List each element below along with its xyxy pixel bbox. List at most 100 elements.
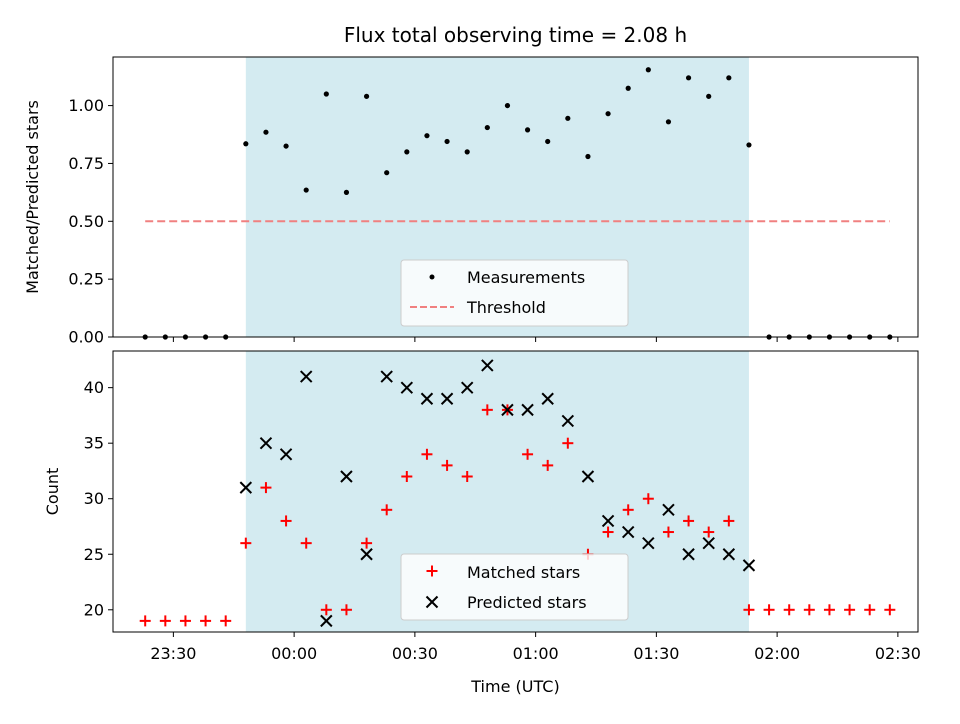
predicted-star-point xyxy=(279,448,293,461)
top-y-ticks: 0.00 0.25 0.50 0.75 1.00 xyxy=(68,96,113,347)
predicted-star-point xyxy=(440,392,454,405)
predicted-star-point xyxy=(561,414,575,428)
measurement-point xyxy=(585,153,591,160)
predicted-star-point xyxy=(360,548,373,561)
measurement-point xyxy=(444,138,450,145)
matched-star-point xyxy=(662,526,674,538)
legend-predicted-marker xyxy=(425,595,439,609)
predicted-star-point xyxy=(521,403,534,417)
legend-measurements-label: Measurements xyxy=(467,268,585,287)
matched-star-point xyxy=(200,615,212,627)
predicted-star-point xyxy=(299,370,313,383)
bottom-legend: Matched stars Predicted stars xyxy=(400,553,629,621)
matched-star-point xyxy=(340,604,352,616)
matched-star-point xyxy=(139,615,151,627)
matched-star-point xyxy=(461,471,473,483)
top-y-tick-label: 0.50 xyxy=(68,212,104,231)
measurement-point xyxy=(283,143,289,149)
matched-star-point xyxy=(562,437,574,449)
predicted-star-point xyxy=(742,559,756,572)
matched-star-point xyxy=(642,493,654,505)
matched-star-point xyxy=(300,537,312,549)
measurement-point xyxy=(504,102,511,109)
x-tick-label: 01:00 xyxy=(513,644,559,663)
measurement-point xyxy=(424,133,430,139)
measurement-point xyxy=(484,124,490,131)
predicted-star-point xyxy=(682,548,695,561)
matched-star-point xyxy=(683,515,695,527)
predicted-star-point xyxy=(239,481,253,494)
x-tick-label: 01:30 xyxy=(633,644,679,663)
legend-measurements-marker xyxy=(429,274,435,280)
predicted-star-point xyxy=(581,470,595,483)
matched-star-point xyxy=(401,471,413,483)
x-tick-label: 02:30 xyxy=(875,644,921,663)
matched-star-point xyxy=(703,526,715,538)
bottom-y-tick-label: 25 xyxy=(84,545,104,564)
legend-matched-plus xyxy=(426,565,438,577)
matched-star-point xyxy=(622,504,634,516)
bottom-y-axis-label: Count xyxy=(43,468,62,516)
measurement-point xyxy=(605,111,611,117)
measurement-point xyxy=(303,187,309,193)
predicted-star-point xyxy=(380,370,393,383)
matched-star-point xyxy=(441,459,453,471)
bottom-panel: 20 25 30 35 40 23:30 00:00 00:30 01:00 01:30 02:0… xyxy=(43,350,921,696)
x-tick-label: 00:30 xyxy=(392,644,438,663)
matched-star-point xyxy=(240,537,252,549)
predicted-star-point xyxy=(601,514,615,528)
matched-star-point xyxy=(743,604,755,616)
measurement-point xyxy=(243,141,249,147)
top-y-tick-label: 0.75 xyxy=(68,154,104,173)
legend-threshold-label: Threshold xyxy=(466,298,546,317)
bottom-axes-frame xyxy=(112,350,919,633)
matched-star-point xyxy=(864,604,876,616)
measurement-point xyxy=(384,170,390,176)
matched-star-point xyxy=(421,448,433,460)
measurement-point xyxy=(343,189,350,195)
chart-title: Flux total observing time = 2.08 h xyxy=(344,23,687,47)
matched-star-point xyxy=(803,604,815,616)
top-legend-box xyxy=(400,259,629,327)
bottom-y-tick-label: 35 xyxy=(84,434,104,453)
top-y-axis-label: Matched/Predicted stars xyxy=(23,100,42,294)
legend-matched-marker xyxy=(426,565,438,577)
x-tick-label: 02:00 xyxy=(754,644,800,663)
predicted-star-point xyxy=(340,470,353,483)
bottom-y-tick-label: 40 xyxy=(84,378,104,397)
bottom-y-tick-label: 30 xyxy=(84,489,104,508)
predicted-star-point xyxy=(541,392,554,405)
matched-stars-points xyxy=(139,404,896,627)
predicted-star-point xyxy=(642,536,655,550)
top-y-tick-label: 0.25 xyxy=(68,270,104,289)
matched-star-point xyxy=(320,604,332,616)
measurement-point xyxy=(625,85,631,91)
bottom-x-ticks: 23:30 00:00 00:30 01:00 01:30 02:00 02:30 xyxy=(150,632,921,663)
predicted-star-point xyxy=(259,436,273,450)
matched-star-point xyxy=(159,615,171,627)
matched-star-point xyxy=(179,615,191,627)
top-legend: Measurements Threshold xyxy=(400,259,629,327)
x-tick-label: 23:30 xyxy=(150,644,196,663)
measurement-point xyxy=(323,91,329,97)
matched-star-point xyxy=(763,604,775,616)
x-axis-label: Time (UTC) xyxy=(470,677,559,696)
measurement-point xyxy=(665,119,672,125)
matched-star-point xyxy=(481,404,493,416)
matched-star-point xyxy=(381,504,393,516)
predicted-star-point xyxy=(662,503,675,517)
matched-star-point xyxy=(823,604,835,616)
matched-star-point xyxy=(723,515,735,527)
predicted-star-point xyxy=(621,525,635,539)
measurement-point xyxy=(685,75,692,81)
top-panel: 0.00 0.25 0.50 0.75 1.00 Flux total observin… xyxy=(23,23,919,347)
bottom-y-tick-label: 20 xyxy=(84,600,104,619)
predicted-star-point xyxy=(501,403,514,417)
predicted-star-point xyxy=(481,359,494,372)
predicted-star-point xyxy=(460,381,474,394)
matched-star-point xyxy=(522,448,534,460)
matched-star-point xyxy=(783,604,795,616)
legend-predicted-cross xyxy=(425,595,439,609)
measurement-point xyxy=(363,93,370,99)
